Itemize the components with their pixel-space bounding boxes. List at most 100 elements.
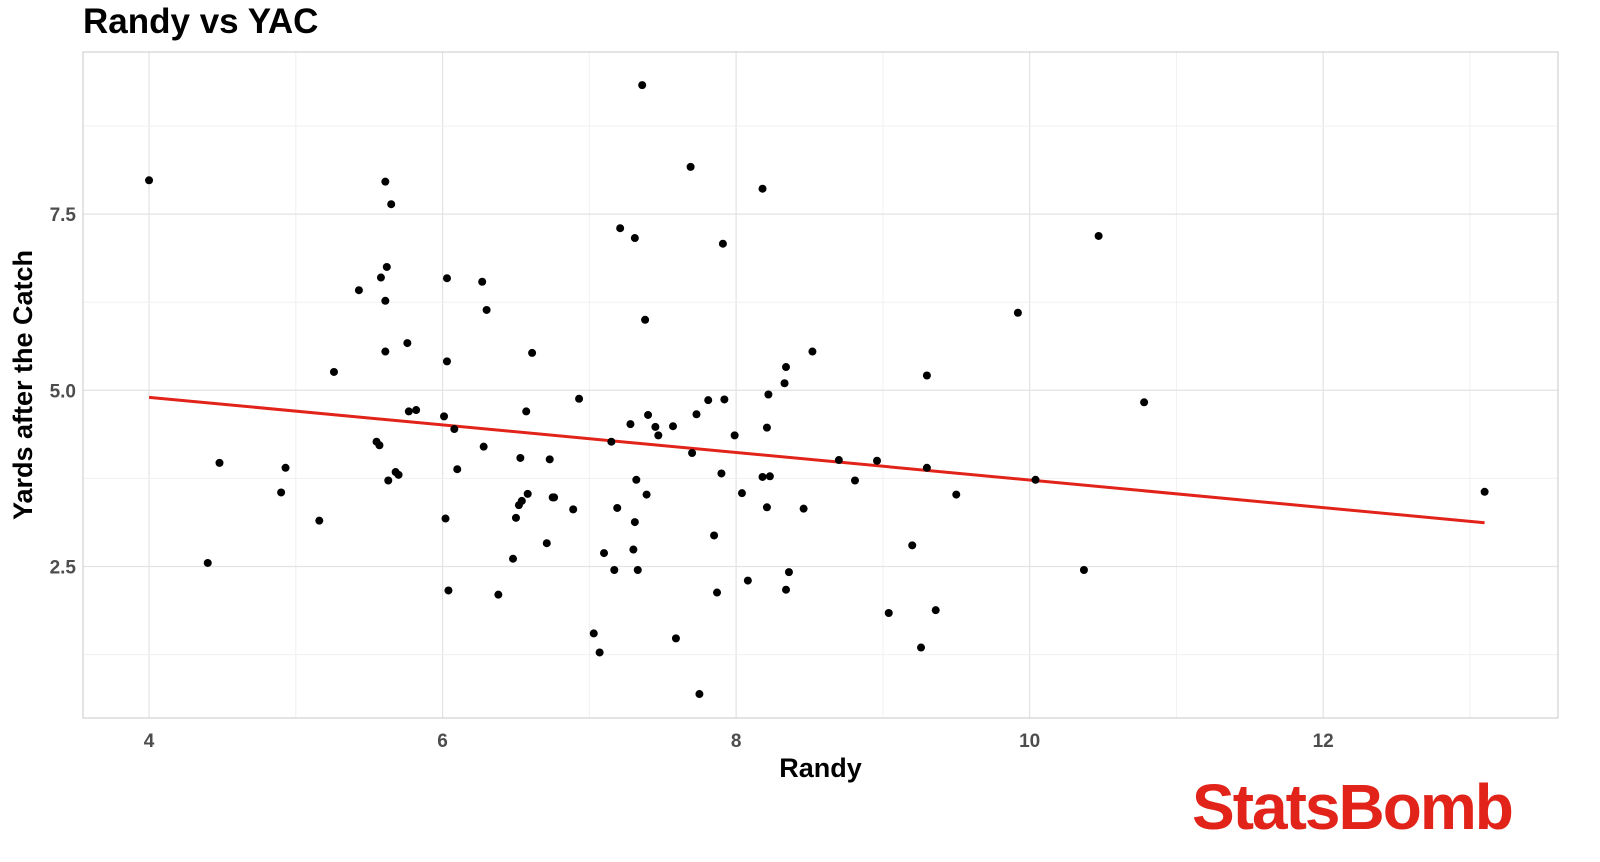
data-point <box>626 420 635 429</box>
gridlines <box>83 52 1558 718</box>
data-point <box>545 455 554 464</box>
data-point <box>600 549 609 558</box>
data-point <box>671 634 680 643</box>
data-point <box>633 566 642 574</box>
data-point <box>450 425 459 434</box>
data-point <box>203 558 212 567</box>
data-point <box>522 407 531 416</box>
y-axis-title: Yards after the Catch <box>8 250 38 520</box>
data-point <box>453 465 462 474</box>
data-point <box>632 475 641 484</box>
data-point <box>743 576 752 585</box>
data-point <box>509 554 518 563</box>
data-point <box>737 489 746 498</box>
statsbomb-logo: StatsBomb <box>1192 771 1514 843</box>
data-point <box>952 490 961 499</box>
data-point <box>441 514 450 523</box>
data-point <box>780 379 789 388</box>
data-point <box>394 470 403 479</box>
data-point <box>784 568 793 577</box>
data-point <box>922 371 931 380</box>
data-point <box>442 274 451 283</box>
data-point <box>651 422 660 431</box>
y-tick-label: 2.5 <box>50 557 77 578</box>
data-point <box>758 184 767 193</box>
data-point <box>720 395 729 404</box>
data-point <box>762 503 771 512</box>
data-point <box>782 585 791 594</box>
data-point <box>517 496 526 505</box>
data-point <box>440 412 449 421</box>
data-point <box>523 489 532 498</box>
data-point <box>717 469 726 478</box>
data-point <box>695 690 704 699</box>
data-point <box>908 541 917 550</box>
data-point <box>713 588 722 597</box>
data-point <box>613 503 622 512</box>
data-point <box>589 629 598 638</box>
data-point <box>354 286 363 295</box>
data-point <box>528 348 537 357</box>
data-point <box>329 367 338 376</box>
data-point <box>482 305 491 314</box>
data-point <box>782 363 791 372</box>
data-point <box>384 476 393 485</box>
x-tick-label: 8 <box>731 731 742 752</box>
data-point <box>403 339 412 348</box>
data-point <box>641 315 650 324</box>
data-point <box>511 513 520 522</box>
data-point <box>315 516 324 525</box>
data-point <box>516 453 525 462</box>
data-point <box>479 442 488 451</box>
y-axis-tick-labels: 2.5 5.0 7.5 <box>50 205 77 578</box>
data-point <box>281 463 290 472</box>
data-point <box>710 531 719 540</box>
y-tick-label: 7.5 <box>50 205 77 226</box>
data-point <box>1013 308 1022 317</box>
data-point <box>730 431 739 440</box>
data-point <box>542 539 551 548</box>
data-point <box>931 606 940 615</box>
data-point <box>922 463 931 472</box>
x-axis-tick-labels: 4 6 8 10 12 <box>144 731 1334 752</box>
data-point <box>478 277 487 286</box>
data-point <box>215 458 224 467</box>
data-point <box>808 347 817 356</box>
data-point <box>654 431 663 440</box>
data-point <box>381 296 390 305</box>
data-point <box>595 648 604 657</box>
data-point <box>442 357 451 366</box>
data-point <box>494 590 503 599</box>
data-point <box>550 493 559 502</box>
data-point <box>873 456 882 465</box>
data-point <box>765 472 774 481</box>
data-point <box>1094 231 1103 240</box>
data-point <box>1140 398 1149 407</box>
data-point <box>692 410 701 419</box>
y-tick-label: 5.0 <box>50 381 76 402</box>
data-point <box>1480 487 1489 496</box>
data-point <box>381 177 390 186</box>
data-point <box>638 81 647 90</box>
data-point <box>1031 475 1040 484</box>
x-axis-title: Randy <box>779 753 862 783</box>
x-tick-label: 4 <box>144 731 155 752</box>
x-tick-label: 10 <box>1019 731 1040 752</box>
data-point <box>375 441 384 450</box>
data-point <box>644 410 653 419</box>
data-point <box>575 394 584 403</box>
data-point <box>1079 566 1088 574</box>
data-point <box>799 504 808 513</box>
data-point <box>764 390 773 399</box>
data-point <box>444 586 453 595</box>
x-tick-label: 12 <box>1313 731 1334 752</box>
data-point <box>145 176 154 185</box>
data-point <box>630 234 639 243</box>
data-point <box>884 608 893 617</box>
data-point <box>758 472 767 481</box>
data-point <box>376 273 385 282</box>
data-point <box>387 200 396 209</box>
data-point <box>850 476 859 485</box>
data-point <box>669 422 677 431</box>
data-point <box>917 643 926 652</box>
